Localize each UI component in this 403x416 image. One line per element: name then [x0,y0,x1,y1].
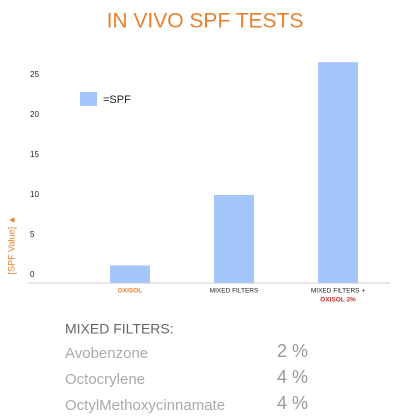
filter-name: OctylMethoxycinnamate [65,397,225,414]
y-axis-label: [SPF Value] ▲ [6,216,16,275]
filter-name: Avobenzone [65,345,148,362]
filter-amount: 4 % [277,393,308,413]
y-tick-label: 25 [30,70,39,79]
bar [318,62,358,284]
chart-title: IN VIVO SPF TESTS [107,10,304,33]
filter-amount: 2 % [277,341,308,361]
bar [214,195,254,283]
y-tick-label: 20 [30,110,39,119]
filter-amount: 4 % [277,367,308,387]
y-tick-label: 15 [30,150,39,159]
x-tick-label: MIXED FILTERS + [311,288,365,295]
x-tick-label: MIXED FILTERS [210,288,259,295]
x-tick-label: OXISOL 3% [320,297,356,304]
filters-heading: MIXED FILTERS: [65,321,174,337]
x-tick-label: OXISOL [118,288,143,295]
legend-label: =SPF [103,94,131,106]
y-tick-label: 5 [30,230,35,239]
legend-swatch [80,92,97,106]
y-tick-label: 0 [30,270,35,279]
filter-name: Octocrylene [65,371,145,388]
y-tick-label: 10 [30,190,39,199]
bar [110,265,150,283]
